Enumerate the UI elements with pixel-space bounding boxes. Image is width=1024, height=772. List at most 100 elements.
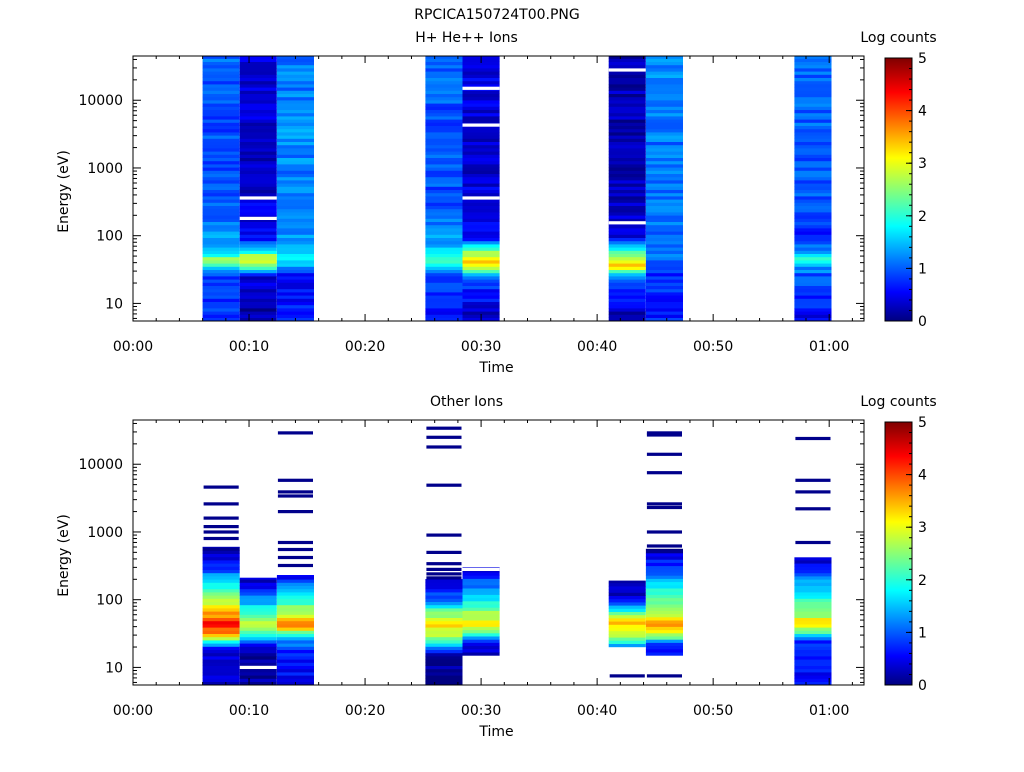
- heatmap-cell: [608, 247, 646, 251]
- heatmap-cell: [202, 588, 240, 593]
- heatmap-cell: [276, 116, 314, 120]
- heatmap-cell: [239, 282, 277, 286]
- heatmap-cell: [645, 237, 683, 242]
- heatmap-cell: [645, 600, 683, 605]
- heatmap-cell: [425, 77, 463, 82]
- heatmap-cell: [425, 646, 463, 650]
- data-column: [202, 56, 240, 321]
- heatmap-cell: [276, 292, 314, 296]
- heatmap-cell: [794, 160, 832, 165]
- heatmap-cell: [202, 68, 240, 72]
- heatmap-cell: [202, 627, 240, 631]
- heatmap-cell: [239, 138, 277, 142]
- heatmap-cell: [462, 212, 500, 216]
- heatmap-cell: [276, 672, 314, 676]
- heatmap-cell: [462, 237, 500, 242]
- heatmap-cell: [794, 199, 832, 203]
- heatmap-cell: [239, 119, 277, 123]
- heatmap-cell: [608, 234, 646, 238]
- heatmap-cell: [276, 218, 314, 222]
- heatmap-cell: [645, 645, 683, 650]
- heatmap-cell: [794, 317, 832, 321]
- heatmap-cell: [239, 173, 277, 178]
- heatmap-cell: [462, 154, 500, 158]
- heatmap-cell: [794, 218, 832, 222]
- heatmap-cell: [462, 288, 500, 293]
- heatmap-cell: [276, 263, 314, 267]
- heatmap-cell: [462, 295, 500, 299]
- heatmap-cell: [608, 112, 646, 117]
- heatmap-cell: [239, 649, 277, 654]
- y-axis-label: Energy (eV): [56, 150, 72, 233]
- heatmap-cell: [276, 272, 314, 277]
- heatmap-cell: [276, 100, 314, 104]
- heatmap-cell: [239, 582, 277, 586]
- heatmap-cell: [425, 231, 463, 235]
- heatmap-cell: [794, 678, 832, 682]
- heatmap-cell: [276, 288, 314, 293]
- heatmap-cell: [202, 80, 240, 85]
- heatmap-cell: [608, 304, 646, 309]
- heatmap-cell: [239, 304, 277, 309]
- heatmap-cell: [645, 301, 683, 306]
- heatmap-cell: [239, 218, 277, 222]
- x-tick-label: 00:10: [229, 703, 269, 719]
- heatmap-cell: [608, 592, 646, 596]
- heatmap-cell: [202, 652, 240, 657]
- heatmap-cell: [239, 135, 277, 139]
- heatmap-cell: [239, 301, 277, 306]
- heatmap-cell: [202, 160, 240, 165]
- heatmap-cell: [608, 80, 646, 85]
- heatmap-cell: [425, 221, 463, 226]
- heatmap-cell: [276, 148, 314, 152]
- heatmap-cell: [608, 269, 646, 274]
- heatmap-cell: [608, 138, 646, 142]
- heatmap-cell: [239, 244, 277, 248]
- heatmap-cell: [239, 678, 277, 682]
- heatmap-cell: [794, 560, 832, 564]
- heatmap-cell: [239, 186, 277, 190]
- y-tick-label: 10: [105, 660, 123, 676]
- heatmap-cell: [608, 608, 646, 612]
- heatmap-cell: [239, 202, 277, 206]
- heatmap-cell: [276, 167, 314, 171]
- heatmap-cell: [202, 269, 240, 274]
- heatmap-cell: [462, 301, 500, 306]
- heatmap-cell: [425, 317, 463, 321]
- heatmap-cell: [202, 279, 240, 283]
- heatmap-cell: [202, 106, 240, 110]
- heatmap-cell: [462, 285, 500, 290]
- heatmap-cell: [462, 116, 500, 120]
- heatmap-cell: [794, 572, 832, 577]
- heatmap-cell: [462, 144, 500, 149]
- heatmap-cell: [425, 266, 463, 270]
- heatmap-cell: [462, 594, 500, 599]
- heatmap-cell: [608, 266, 646, 270]
- heatmap-cell: [239, 208, 277, 213]
- heatmap-cell: [239, 592, 277, 596]
- heatmap-cell: [202, 304, 240, 309]
- heatmap-cell: [608, 589, 646, 593]
- heatmap-cell: [462, 588, 500, 592]
- heatmap-cell: [608, 58, 646, 62]
- heatmap-cell: [462, 224, 500, 229]
- data-column: [276, 56, 314, 321]
- heatmap-cell: [794, 672, 832, 676]
- heatmap-cell: [645, 154, 683, 158]
- heatmap-cell: [276, 640, 314, 644]
- heatmap-cell: [608, 263, 646, 267]
- heatmap-cell: [425, 119, 463, 123]
- heatmap-cell: [608, 253, 646, 258]
- heatmap-cell: [608, 103, 646, 107]
- heatmap-cell: [462, 253, 500, 258]
- isolated-count-line: [646, 433, 682, 437]
- heatmap-cell: [794, 167, 832, 171]
- y-tick-label: 10: [105, 296, 123, 312]
- heatmap-cell: [276, 279, 314, 283]
- heatmap-cell: [239, 308, 277, 312]
- heatmap-cell: [794, 77, 832, 82]
- heatmap-cell: [276, 68, 314, 72]
- heatmap-cell: [645, 565, 683, 570]
- heatmap-cell: [239, 668, 277, 673]
- heatmap-cell: [276, 247, 314, 251]
